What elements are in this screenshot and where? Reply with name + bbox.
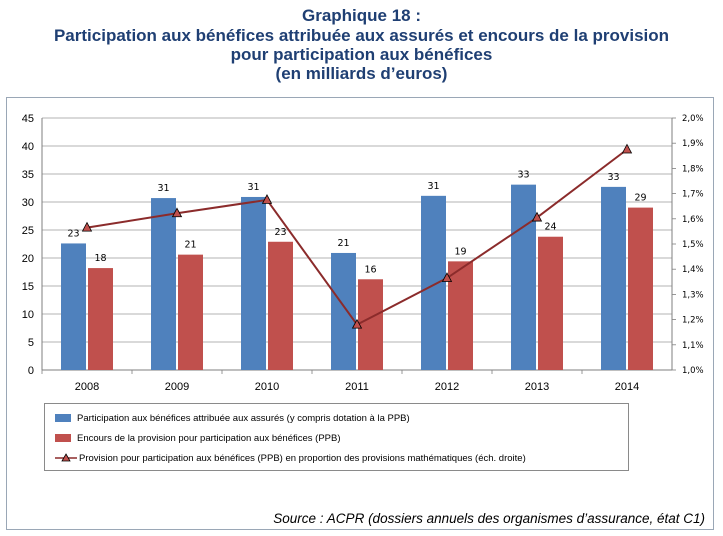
bar-encours <box>178 254 203 370</box>
chart-title-number: Graphique 18 : <box>301 6 422 25</box>
left-axis-tick-label: 25 <box>22 225 34 237</box>
chart-title-unit: (en milliards d’euros) <box>275 64 448 83</box>
left-axis-tick-label: 45 <box>22 113 34 125</box>
bar-label-participation: 33 <box>607 172 619 183</box>
right-axis-tick-label: 1,2% <box>682 316 704 326</box>
legend-line-marker-icon <box>55 453 77 462</box>
right-axis-tick-label: 1,8% <box>682 164 704 174</box>
bar-participation <box>151 198 176 370</box>
left-axis-tick-label: 10 <box>22 309 34 321</box>
right-axis-tick-label: 1,0% <box>682 366 704 376</box>
bar-encours <box>628 207 653 370</box>
source-note: Source : ACPR (dossiers annuels des orga… <box>273 511 705 526</box>
legend-label-encours: Encours de la provision pour participati… <box>77 432 341 444</box>
bar-label-participation: 23 <box>67 228 79 239</box>
left-axis-tick-label: 35 <box>22 169 34 181</box>
right-axis-tick-label: 1,1% <box>682 341 704 351</box>
bar-label-encours: 23 <box>274 227 286 238</box>
bar-label-encours: 18 <box>94 253 106 264</box>
ratio-point-marker <box>261 194 273 204</box>
bar-label-encours: 19 <box>454 246 466 257</box>
chart-legend: Participation aux bénéfices attribuée au… <box>44 403 629 471</box>
bar-label-encours: 29 <box>634 193 646 204</box>
right-axis-tick-label: 1,6% <box>682 215 704 225</box>
ratio-point-marker <box>441 272 453 282</box>
left-axis-tick-label: 40 <box>22 141 34 153</box>
bar-participation <box>241 196 266 370</box>
right-axis-tick-label: 1,9% <box>682 139 704 149</box>
chart-title-line-1: Participation aux bénéfices attribuée au… <box>53 26 670 45</box>
legend-item-encours: Encours de la provision pour participati… <box>55 430 341 446</box>
x-axis-tick-label: 2008 <box>75 381 99 393</box>
bar-label-encours: 21 <box>184 240 196 251</box>
legend-item-participation: Participation aux bénéfices attribuée au… <box>55 410 410 426</box>
chart-frame <box>6 97 714 530</box>
x-axis-tick-label: 2010 <box>255 381 279 393</box>
x-axis-tick-label: 2014 <box>615 381 639 393</box>
right-axis-tick-label: 1,3% <box>682 290 704 300</box>
chart-title-line-2: pour participation aux bénéfices <box>230 45 493 64</box>
ratio-point-marker <box>171 207 183 218</box>
chart-title-block: Graphique 18 : Participation aux bénéfic… <box>0 6 723 83</box>
legend-item-ratio: Provision pour participation aux bénéfic… <box>55 450 526 466</box>
x-axis-tick-label: 2013 <box>525 381 549 393</box>
right-axis-tick-label: 1,4% <box>682 265 704 275</box>
bar-encours <box>88 268 113 370</box>
ratio-point-marker <box>531 211 543 222</box>
x-axis-tick-label: 2009 <box>165 381 189 393</box>
bar-encours <box>538 236 563 370</box>
bar-participation <box>511 184 536 370</box>
bar-participation <box>61 243 86 370</box>
legend-swatch-red <box>55 434 71 442</box>
bar-encours <box>268 241 293 370</box>
ratio-point-marker <box>81 221 93 232</box>
bar-label-participation: 31 <box>427 181 439 192</box>
ratio-point-marker <box>621 143 633 154</box>
bar-participation <box>601 186 626 370</box>
left-axis-tick-label: 20 <box>22 253 34 265</box>
right-axis-tick-label: 1,5% <box>682 240 704 250</box>
left-axis-tick-label: 5 <box>28 337 34 349</box>
bar-participation <box>421 195 446 370</box>
x-axis-tick-label: 2011 <box>345 381 369 393</box>
right-axis-tick-label: 1,7% <box>682 190 704 200</box>
legend-label-participation: Participation aux bénéfices attribuée au… <box>77 412 410 424</box>
left-axis-tick-label: 30 <box>22 197 34 209</box>
bar-encours <box>448 261 473 370</box>
left-axis-tick-label: 15 <box>22 281 34 293</box>
bar-label-participation: 21 <box>337 238 349 249</box>
ratio-point-marker <box>351 318 363 329</box>
bar-label-participation: 33 <box>517 170 529 181</box>
x-axis-tick-label: 2012 <box>435 381 459 393</box>
bar-label-participation: 31 <box>247 182 259 193</box>
bar-participation <box>331 252 356 370</box>
legend-label-ratio: Provision pour participation aux bénéfic… <box>79 452 526 464</box>
legend-swatch-blue <box>55 414 71 422</box>
bar-label-encours: 16 <box>364 264 376 275</box>
bar-encours <box>358 279 383 370</box>
left-axis-tick-label: 0 <box>28 365 34 377</box>
bar-label-encours: 24 <box>544 222 556 233</box>
bar-label-participation: 31 <box>157 183 169 194</box>
right-axis-tick-label: 2,0% <box>682 114 704 124</box>
